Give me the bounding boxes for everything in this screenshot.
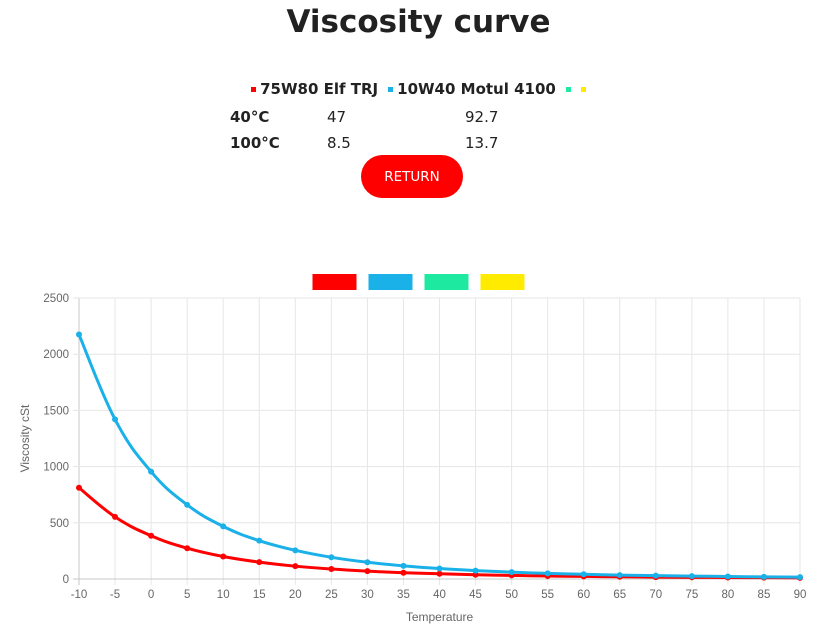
data-point xyxy=(472,567,479,574)
oil1-v100: 8.5 xyxy=(327,134,351,152)
data-point xyxy=(436,565,443,572)
x-tick-label: 15 xyxy=(253,589,266,601)
x-tick-label: 75 xyxy=(685,589,698,601)
data-point xyxy=(364,559,371,566)
data-point xyxy=(292,563,299,570)
x-tick-label: 85 xyxy=(758,589,771,601)
x-tick-label: 10 xyxy=(217,589,230,601)
row-label-40c: 40°C xyxy=(230,108,270,126)
data-point xyxy=(328,565,335,572)
y-tick-label: 1500 xyxy=(43,405,69,417)
x-tick-label: 20 xyxy=(289,589,302,601)
oil-color-swatch xyxy=(565,86,571,92)
data-point xyxy=(616,572,623,579)
data-point xyxy=(652,572,659,579)
data-point xyxy=(220,523,227,530)
data-point xyxy=(148,468,155,475)
oil-legend: 75W80 Elf TRJ 10W40 Motul 4100 xyxy=(0,80,837,98)
page-title: Viscosity curve xyxy=(286,4,551,40)
data-point xyxy=(184,545,191,552)
data-point xyxy=(580,571,587,578)
data-point xyxy=(472,571,479,578)
viscosity-table: 40°C 47 92.7 100°C 8.5 13.7 xyxy=(230,104,585,156)
oil-legend-item xyxy=(580,86,586,92)
data-point xyxy=(544,570,551,577)
oil-legend-item xyxy=(565,86,571,92)
oil-color-swatch xyxy=(580,86,586,92)
oil-name: 75W80 Elf TRJ xyxy=(260,80,379,98)
data-point xyxy=(436,570,443,577)
table-row: 40°C 47 92.7 xyxy=(230,104,585,130)
chart-legend-swatch xyxy=(424,274,469,290)
data-point xyxy=(76,484,82,491)
data-point xyxy=(724,573,731,580)
oil-color-swatch xyxy=(388,86,394,92)
y-tick-label: 2500 xyxy=(43,293,69,305)
data-point xyxy=(508,569,515,576)
data-point xyxy=(688,573,695,580)
chart-legend-swatch xyxy=(312,274,357,290)
y-axis-title: Viscosity cSt xyxy=(18,404,32,472)
data-point xyxy=(184,501,191,508)
oil-legend-item: 75W80 Elf TRJ xyxy=(251,80,378,98)
row-label-100c: 100°C xyxy=(230,134,280,152)
x-axis-title: Temperature xyxy=(406,610,474,624)
data-point xyxy=(364,568,371,575)
chart-legend-swatch xyxy=(368,274,413,290)
table-row: 100°C 8.5 13.7 xyxy=(230,130,585,156)
chart-legend-swatch xyxy=(480,274,525,290)
x-tick-label: 90 xyxy=(794,589,807,601)
x-tick-label: 45 xyxy=(469,589,482,601)
y-tick-label: 2000 xyxy=(43,349,69,361)
data-point xyxy=(292,547,299,554)
x-tick-label: 60 xyxy=(577,589,590,601)
x-tick-label: 35 xyxy=(397,589,410,601)
x-tick-label: 70 xyxy=(649,589,662,601)
y-tick-label: 500 xyxy=(50,518,69,530)
data-point xyxy=(76,331,82,338)
data-point xyxy=(797,574,803,581)
x-tick-label: -10 xyxy=(71,589,88,601)
x-tick-label: -5 xyxy=(110,589,120,601)
oil1-v40: 47 xyxy=(327,108,347,126)
data-point xyxy=(760,573,767,580)
data-point xyxy=(256,559,263,566)
x-tick-label: 65 xyxy=(613,589,626,601)
data-point xyxy=(220,553,227,560)
x-tick-label: 80 xyxy=(722,589,735,601)
data-point xyxy=(112,416,119,423)
x-tick-label: 50 xyxy=(505,589,518,601)
x-tick-label: 40 xyxy=(433,589,446,601)
data-point xyxy=(400,562,407,569)
oil2-v100: 13.7 xyxy=(465,134,499,152)
y-tick-label: 0 xyxy=(63,574,69,586)
oil-name: 10W40 Motul 4100 xyxy=(397,80,556,98)
data-point xyxy=(256,537,263,544)
oil-legend-item: 10W40 Motul 4100 xyxy=(388,80,556,98)
oil-color-swatch xyxy=(251,86,257,92)
return-button[interactable]: RETURN xyxy=(361,155,463,198)
data-point xyxy=(328,554,335,561)
x-tick-label: 55 xyxy=(541,589,554,601)
data-point xyxy=(148,532,155,539)
y-tick-label: 1000 xyxy=(43,462,69,474)
x-tick-label: 5 xyxy=(184,589,190,601)
oil2-v40: 92.7 xyxy=(465,108,499,126)
x-tick-label: 0 xyxy=(148,589,154,601)
x-tick-label: 25 xyxy=(325,589,338,601)
data-point xyxy=(400,569,407,576)
data-point xyxy=(112,513,119,520)
x-tick-label: 30 xyxy=(361,589,374,601)
